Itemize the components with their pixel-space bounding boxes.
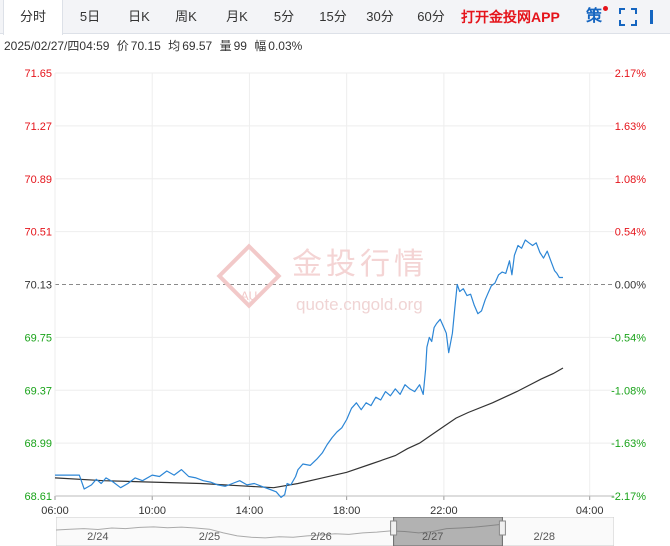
navigator-date-label: 2/28 — [534, 531, 555, 543]
y-tick-label: 71.65 — [24, 68, 52, 80]
watermark-logo-text: AU — [241, 289, 258, 303]
navigator-background — [56, 517, 614, 546]
tab-5[interactable]: 月K — [226, 9, 248, 24]
period-tab-bar: 分时 5日 日K 周K 月K 5分 15分 30分 60分 打开金投网APP 策 — [0, 0, 670, 35]
watermark-url: quote.cngold.org — [296, 295, 423, 314]
x-tick-label: 18:00 — [333, 505, 361, 515]
tab-7[interactable]: 15分 — [319, 9, 347, 24]
info-avg-label: 均 — [168, 39, 181, 53]
pct-tick-label: -2.17% — [611, 491, 646, 503]
range-navigator[interactable]: 2/24 2/25 2/26 2/27 2/28 — [56, 517, 614, 546]
info-datetime: 2025/02/27/四04:59 — [4, 39, 110, 53]
watermark-brand: 金投行情 — [292, 247, 428, 282]
navigator-date-label: 2/24 — [87, 531, 108, 543]
open-app-link[interactable]: 打开金投网APP — [461, 9, 560, 25]
y-tick-label: 70.89 — [24, 174, 52, 186]
y-tick-label: 70.51 — [24, 227, 52, 239]
pct-tick-label: 0.54% — [615, 227, 646, 239]
x-tick-label: 10:00 — [138, 505, 166, 515]
pct-tick-label: -0.54% — [611, 332, 646, 344]
y-tick-label: 69.37 — [24, 385, 52, 397]
info-change-value: 0.03% — [268, 39, 303, 53]
quote-info-line: 2025/02/27/四04:59 价 70.15 均 69.57 量 99 幅 0.0… — [4, 38, 306, 54]
watermark-logo — [216, 243, 282, 309]
navigator-date-label: 2/25 — [199, 531, 220, 543]
y-tick-label: 71.27 — [24, 121, 52, 133]
tab-6[interactable]: 5分 — [273, 9, 295, 24]
x-tick-label: 14:00 — [236, 505, 264, 515]
pct-tick-label: 1.63% — [615, 121, 646, 133]
navigator-selection — [393, 517, 503, 546]
tab-8[interactable]: 30分 — [366, 9, 394, 24]
price-line — [55, 239, 563, 498]
info-price-label: 价 — [116, 39, 129, 53]
navigator-date-label: 2/27 — [422, 531, 443, 543]
fullscreen-icon[interactable] — [618, 7, 638, 27]
x-tick-label: 22:00 — [430, 505, 458, 515]
tab-4[interactable]: 周K — [175, 9, 197, 24]
y-tick-label: 68.99 — [24, 438, 52, 450]
info-price-value: 70.15 — [130, 39, 161, 53]
navigator-date-label: 2/26 — [310, 531, 331, 543]
pct-tick-label: -1.08% — [611, 385, 646, 397]
tab-2[interactable]: 5日 — [79, 9, 101, 24]
navigator-history-line — [56, 523, 503, 539]
pct-tick-label: 1.08% — [615, 174, 646, 186]
y-tick-label: 70.13 — [24, 280, 52, 292]
pct-tick-label: 2.17% — [615, 68, 646, 80]
tab-3[interactable]: 日K — [128, 9, 150, 24]
y-tick-label: 69.75 — [24, 332, 52, 344]
average-price-line — [54, 367, 564, 489]
info-volume-value: 99 — [233, 39, 247, 53]
strategy-button[interactable]: 策 — [586, 8, 603, 25]
pct-tick-label: 0.00% — [615, 280, 646, 292]
more-icon[interactable] — [648, 7, 664, 27]
tab-1[interactable]: 分时 — [3, 0, 63, 35]
notification-dot — [603, 6, 608, 11]
y-tick-label: 68.61 — [24, 491, 52, 503]
info-change-label: 幅 — [254, 39, 267, 53]
intraday-chart[interactable]: 71.65 2.17% 71.27 1.63% 70.89 1.08% 70.51 0.54%… — [0, 60, 670, 515]
tab-9[interactable]: 60分 — [417, 9, 445, 24]
navigator-handle-right — [498, 520, 506, 536]
info-avg-value: 69.57 — [182, 39, 213, 53]
info-volume-label: 量 — [219, 39, 232, 53]
pct-tick-label: -1.63% — [611, 438, 646, 450]
x-tick-label: 04:00 — [576, 505, 604, 515]
x-tick-label: 06:00 — [41, 505, 69, 515]
navigator-handle-left — [390, 520, 398, 536]
